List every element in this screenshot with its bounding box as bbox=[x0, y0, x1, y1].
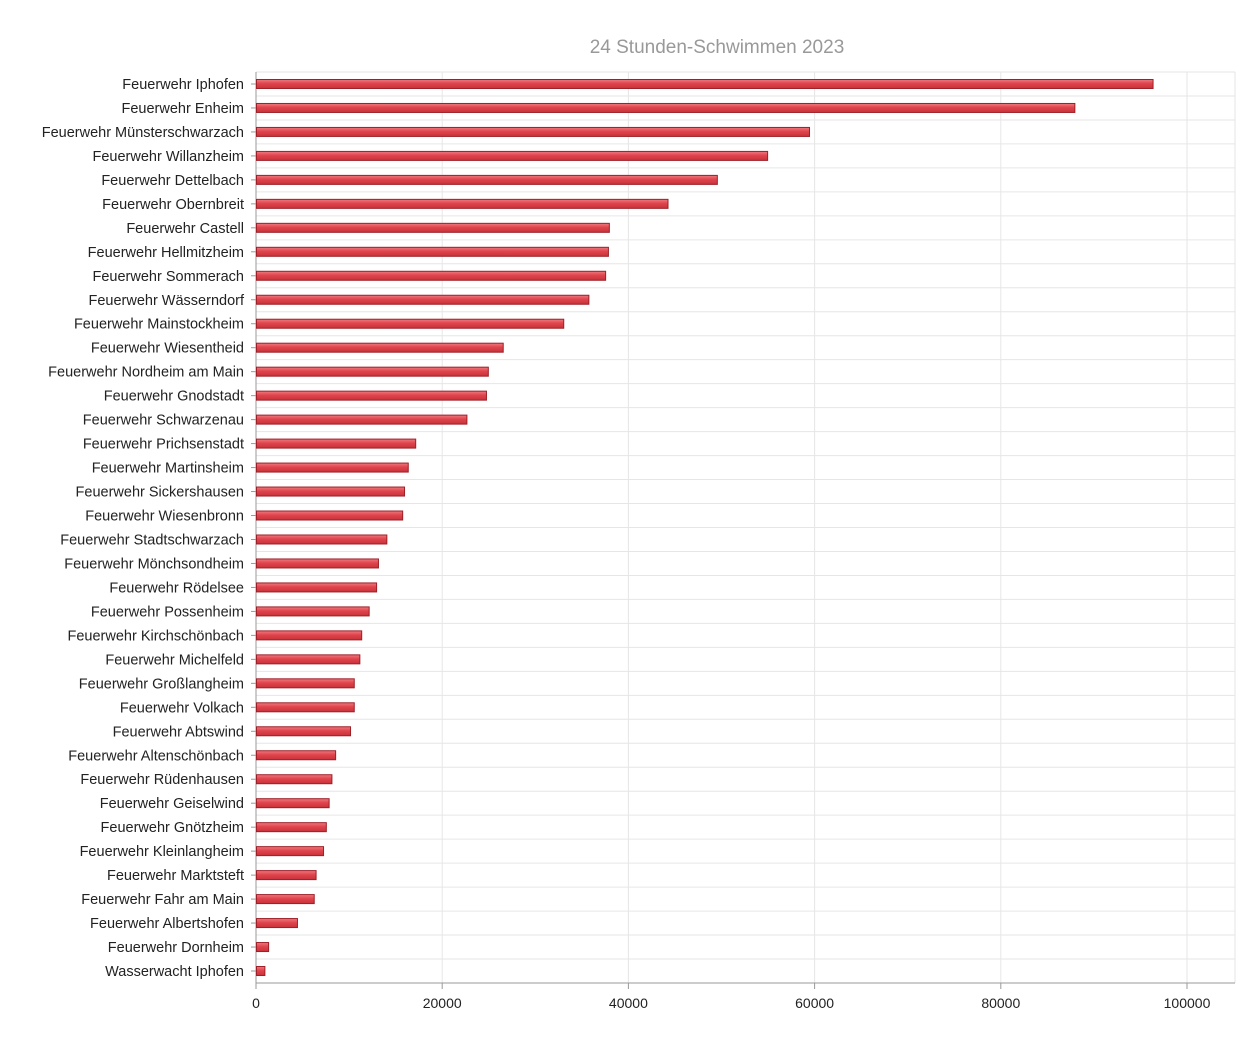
category-label: Feuerwehr Stadtschwarzach bbox=[60, 532, 244, 548]
bar bbox=[256, 582, 378, 593]
bar bbox=[256, 270, 607, 281]
bar bbox=[256, 174, 718, 185]
bar bbox=[256, 486, 406, 497]
category-label: Feuerwehr Wiesenbronn bbox=[85, 509, 244, 525]
bar bbox=[256, 222, 610, 233]
category-label: Feuerwehr Dornheim bbox=[108, 940, 244, 956]
category-label: Wasserwacht Iphofen bbox=[105, 964, 244, 980]
category-label: Feuerwehr Fahr am Main bbox=[81, 892, 244, 908]
bar bbox=[256, 894, 315, 905]
category-label: Feuerwehr Geiselwind bbox=[100, 796, 244, 812]
bar bbox=[256, 798, 330, 809]
category-label: Feuerwehr Obernbreit bbox=[102, 197, 244, 213]
x-tick-label: 60000 bbox=[795, 995, 834, 1011]
bar bbox=[256, 966, 266, 977]
category-label: Feuerwehr Michelfeld bbox=[105, 652, 244, 668]
bar bbox=[256, 246, 609, 257]
bar bbox=[256, 342, 504, 353]
bar bbox=[256, 318, 565, 329]
x-tick-label: 100000 bbox=[1164, 995, 1211, 1011]
category-label: Feuerwehr Nordheim am Main bbox=[48, 365, 244, 381]
bar bbox=[256, 558, 379, 569]
category-label: Feuerwehr Possenheim bbox=[91, 604, 244, 620]
chart-title: 24 Stunden-Schwimmen 2023 bbox=[590, 37, 845, 58]
category-label: Feuerwehr Rödelsee bbox=[109, 580, 244, 596]
category-label: Feuerwehr Abtswind bbox=[113, 724, 244, 740]
category-label: Feuerwehr Sickershausen bbox=[76, 485, 244, 501]
category-label: Feuerwehr Iphofen bbox=[122, 77, 244, 93]
bar bbox=[256, 414, 468, 425]
category-label: Feuerwehr Mönchsondheim bbox=[64, 556, 244, 572]
category-labels: Feuerwehr Iphofen Feuerwehr Enheim Feuerwe… bbox=[42, 77, 245, 980]
bar bbox=[256, 702, 355, 713]
bar bbox=[256, 630, 363, 641]
category-label: Feuerwehr Kirchschönbach bbox=[67, 628, 244, 644]
x-tick-label: 20000 bbox=[423, 995, 462, 1011]
category-label: Feuerwehr Gnodstadt bbox=[104, 389, 244, 405]
category-label: Feuerwehr Marktsteft bbox=[107, 868, 244, 884]
category-label: Feuerwehr Sommerach bbox=[93, 269, 245, 285]
bar bbox=[256, 510, 404, 521]
x-tick-label: 40000 bbox=[609, 995, 648, 1011]
category-label: Feuerwehr Wässerndorf bbox=[88, 293, 244, 309]
bar bbox=[256, 78, 1154, 89]
category-label: Feuerwehr Willanzheim bbox=[93, 149, 245, 165]
bar bbox=[256, 534, 388, 545]
bar bbox=[256, 150, 769, 161]
bar bbox=[256, 750, 337, 761]
bar bbox=[256, 942, 270, 953]
bar bbox=[256, 918, 298, 929]
bar bbox=[256, 102, 1076, 113]
bar bbox=[256, 294, 590, 305]
bars bbox=[256, 78, 1154, 977]
bar bbox=[256, 606, 370, 617]
category-label: Feuerwehr Gnötzheim bbox=[101, 820, 244, 836]
bar bbox=[256, 438, 417, 449]
category-label: Feuerwehr Altenschönbach bbox=[68, 748, 244, 764]
bar bbox=[256, 198, 669, 209]
category-label: Feuerwehr Volkach bbox=[120, 700, 244, 716]
bar bbox=[256, 870, 317, 881]
category-label: Feuerwehr Prichsenstadt bbox=[83, 437, 244, 453]
category-label: Feuerwehr Schwarzenau bbox=[83, 413, 244, 429]
category-label: Feuerwehr Wiesentheid bbox=[91, 341, 244, 357]
bar bbox=[256, 126, 811, 137]
axes bbox=[251, 72, 1235, 989]
bar bbox=[256, 678, 355, 689]
category-label: Feuerwehr Hellmitzheim bbox=[88, 245, 244, 261]
bar bbox=[256, 390, 487, 401]
category-label: Feuerwehr Großlangheim bbox=[79, 676, 244, 692]
category-label: Feuerwehr Martinsheim bbox=[92, 461, 244, 477]
bar bbox=[256, 462, 409, 473]
bar bbox=[256, 846, 325, 857]
category-label: Feuerwehr Kleinlangheim bbox=[80, 844, 244, 860]
bar bbox=[256, 774, 333, 785]
bar bbox=[256, 726, 352, 737]
category-label: Feuerwehr Dettelbach bbox=[101, 173, 244, 189]
bar bbox=[256, 366, 489, 377]
category-label: Feuerwehr Mainstockheim bbox=[74, 317, 244, 333]
category-label: Feuerwehr Rüdenhausen bbox=[80, 772, 244, 788]
x-tick-labels: 0 20000 40000 60000 80000 100000 bbox=[252, 995, 1210, 1011]
bar bbox=[256, 822, 327, 833]
bar bbox=[256, 654, 361, 665]
category-label: Feuerwehr Enheim bbox=[122, 101, 245, 117]
category-label: Feuerwehr Albertshofen bbox=[90, 916, 244, 932]
x-tick-label: 80000 bbox=[981, 995, 1020, 1011]
category-label: Feuerwehr Münsterschwarzach bbox=[42, 125, 244, 141]
category-label: Feuerwehr Castell bbox=[126, 221, 244, 237]
x-tick-label: 0 bbox=[252, 995, 260, 1011]
